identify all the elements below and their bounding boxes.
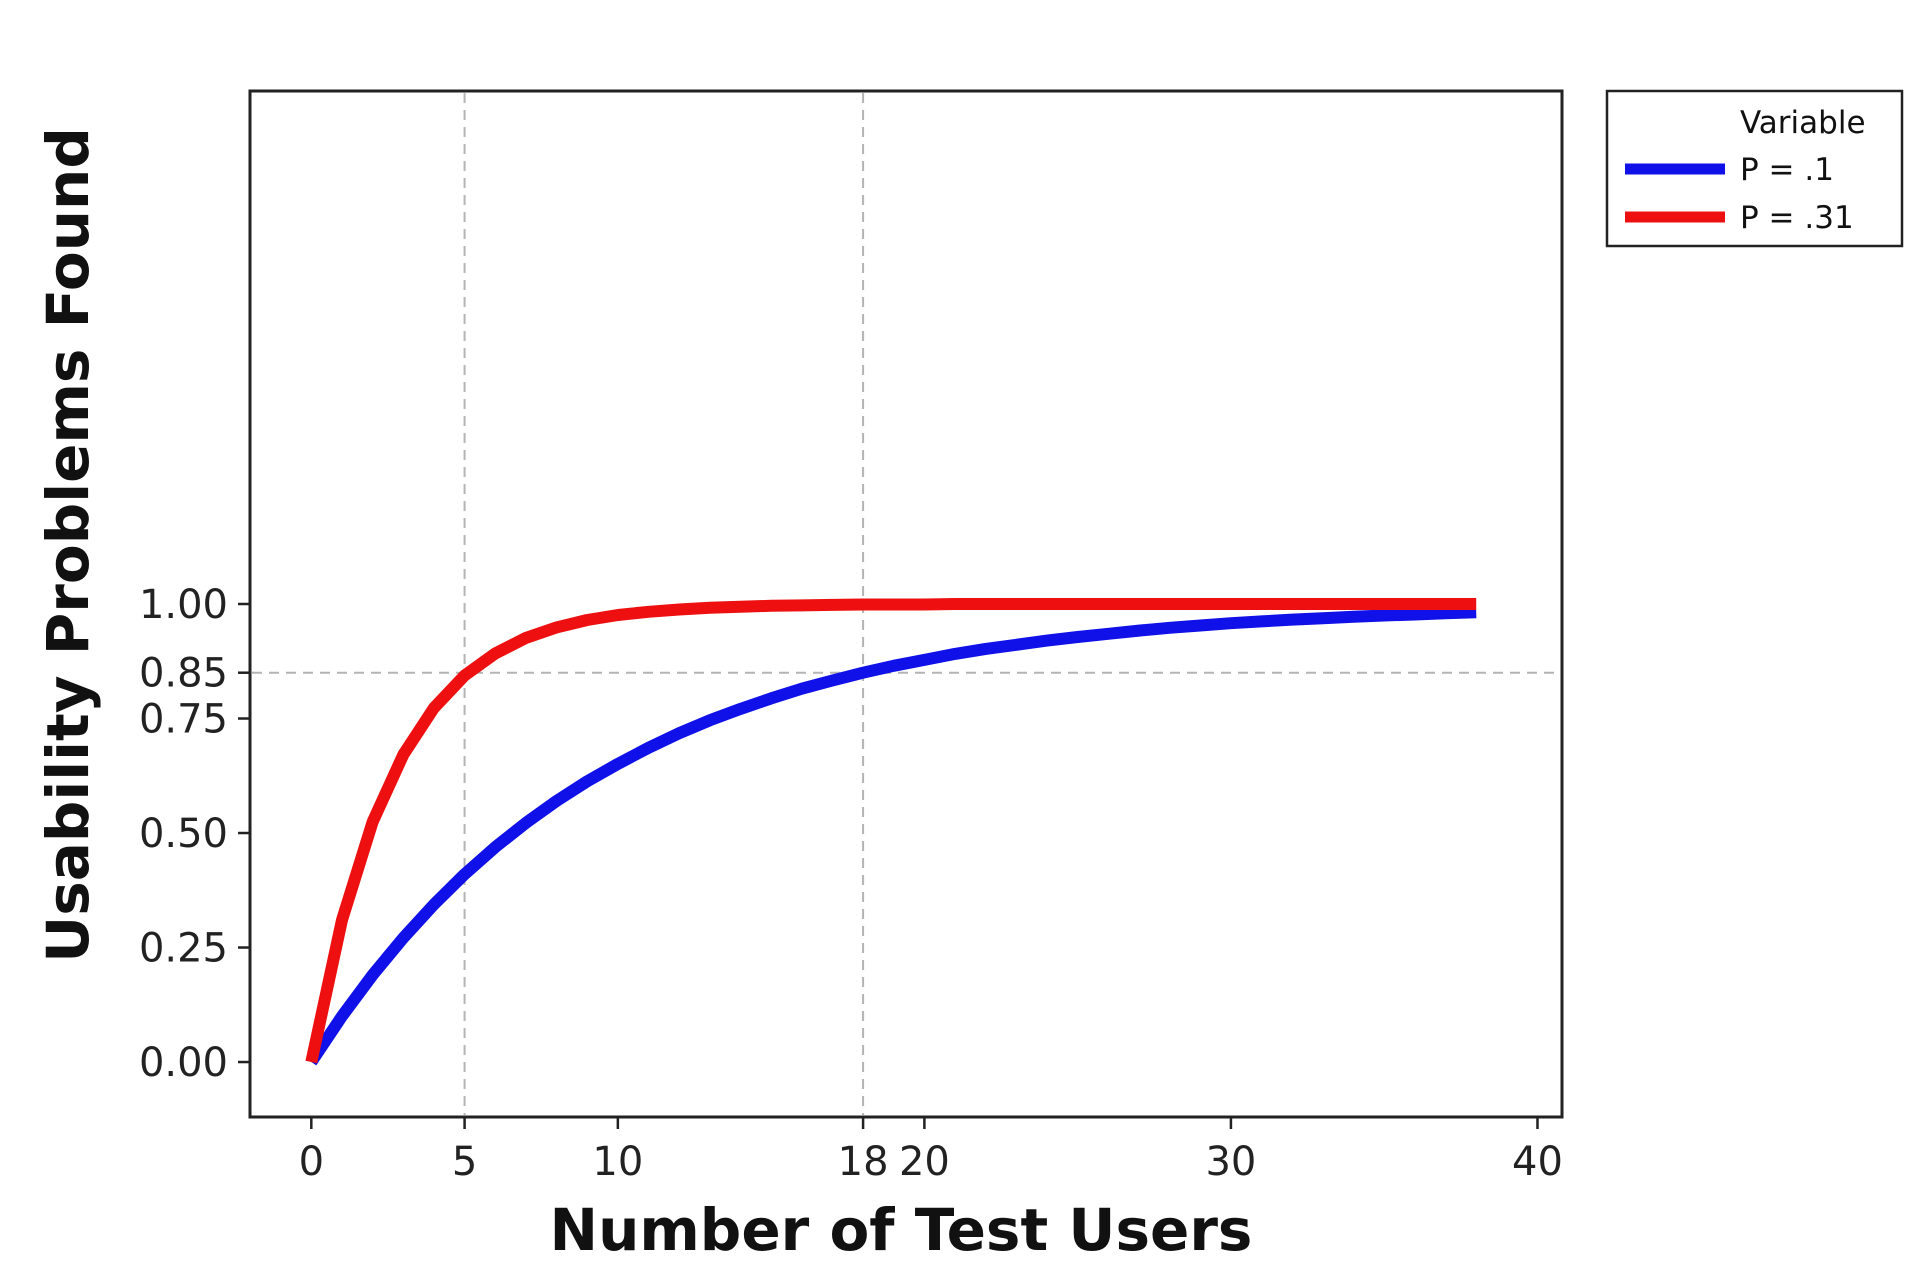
y-tick-label-0-75: 0.75 [139, 697, 228, 743]
y-tick-label-0-25: 0.25 [139, 926, 228, 972]
y-tick-label-1-00: 1.00 [139, 582, 228, 628]
y-tick-label-0-85: 0.85 [139, 651, 228, 697]
legend-title: Variable [1740, 105, 1866, 141]
series-line-p-31 [305, 598, 1477, 1064]
x-tick-label-40: 40 [1512, 1139, 1563, 1185]
x-tick-label-18: 18 [838, 1139, 889, 1185]
series-lines [305, 598, 1477, 1066]
x-tick-label-20: 20 [899, 1139, 950, 1185]
legend-label-p-01: P = .1 [1740, 152, 1834, 188]
y-tick-label-0-50: 0.50 [139, 811, 228, 857]
x-axis-title: Number of Test Users [550, 1196, 1253, 1264]
y-axis: 0.00 0.25 0.50 0.750.85 1.00 [139, 582, 250, 1086]
legend: Variable P = .1 P = .31 [1605, 89, 1904, 248]
x-tick-label-5: 5 [452, 1139, 477, 1185]
legend-label-p-031: P = .31 [1740, 200, 1854, 236]
y-axis-title: Usability Problems Found [34, 127, 102, 963]
x-tick-label-0: 0 [299, 1139, 324, 1185]
x-axis: 0 5 10 18 20 30 40 [299, 1117, 1563, 1185]
y-tick-label-0-00: 0.00 [139, 1040, 228, 1086]
x-tick-label-10: 10 [592, 1139, 643, 1185]
series-line-p-1 [306, 606, 1477, 1066]
x-tick-label-30: 30 [1205, 1139, 1256, 1185]
